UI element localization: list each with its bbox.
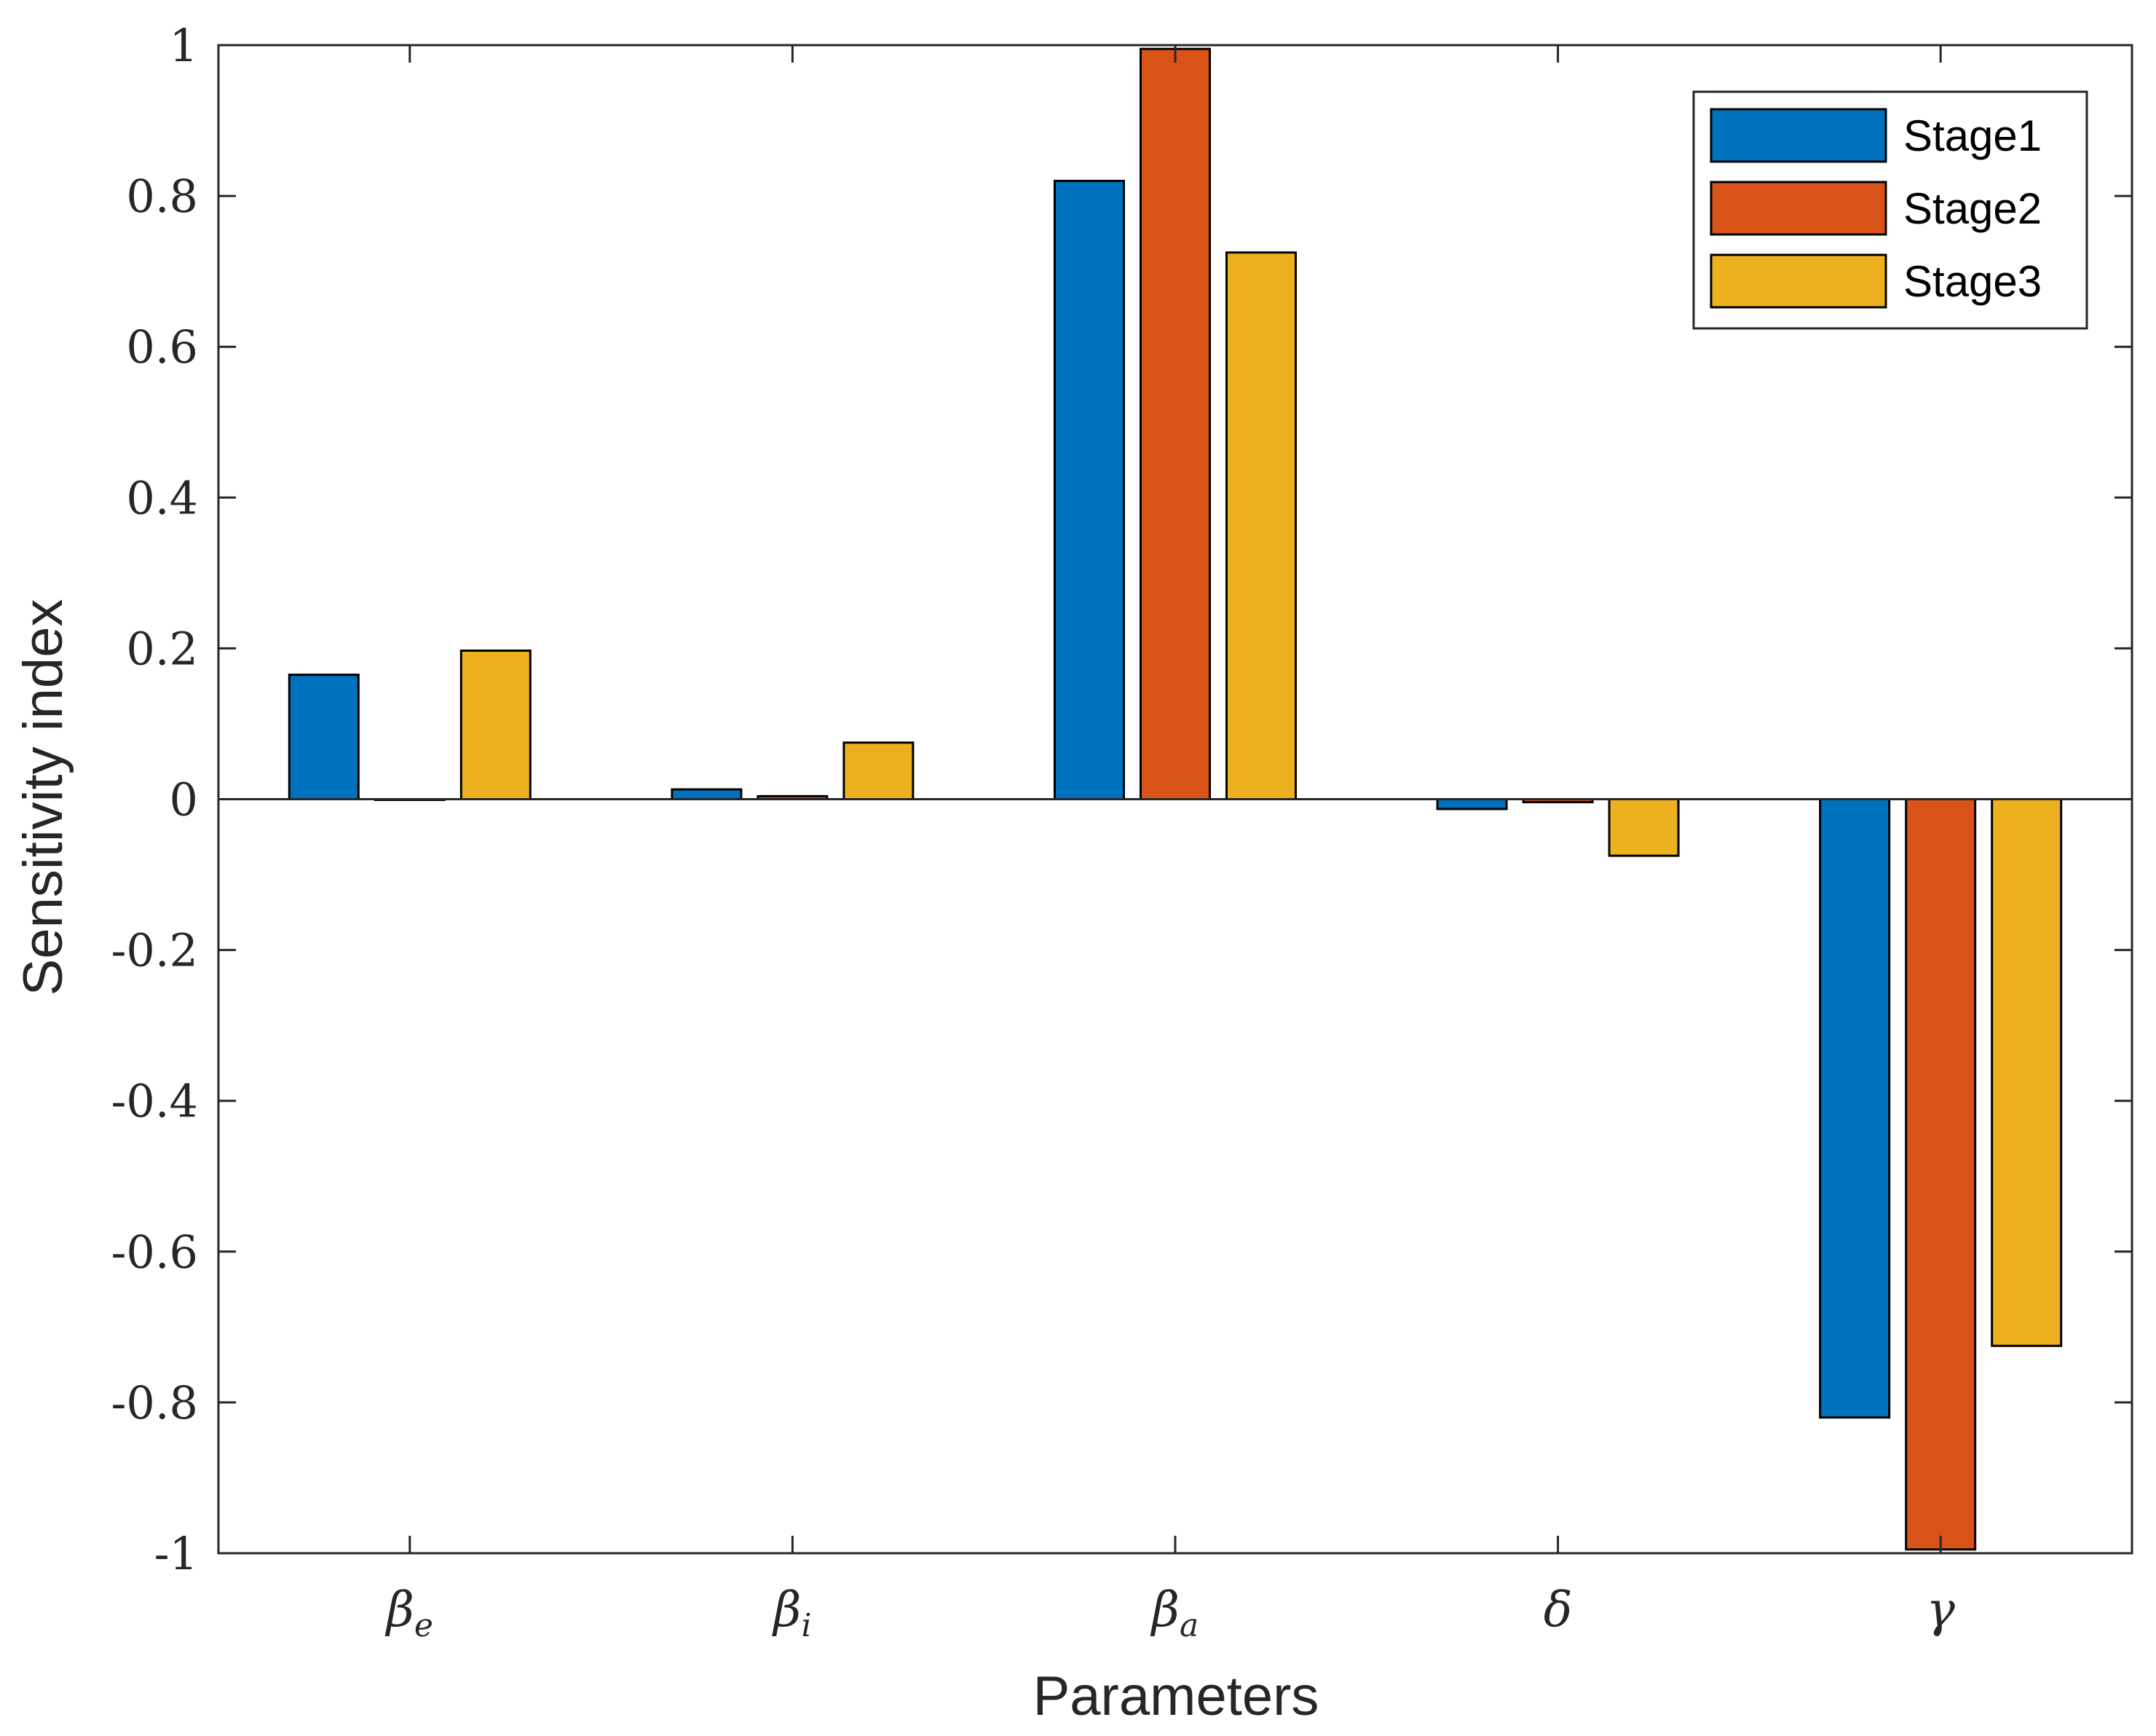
- legend-swatch-stage3: [1710, 253, 1887, 309]
- bar-stage3-3: [1608, 798, 1680, 857]
- x-tick-label-3: δ: [1544, 1582, 1573, 1638]
- bar-stage2-2: [1140, 47, 1211, 801]
- bar-stage3-1: [842, 741, 915, 801]
- y-tick-label-8: 0.6: [126, 320, 198, 374]
- y-tick-label-1: -0.8: [111, 1376, 198, 1429]
- y-tick-label-4: -0.2: [111, 924, 198, 977]
- bar-stage1-1: [671, 788, 743, 800]
- y-tick-label-3: -0.4: [111, 1075, 198, 1128]
- y-tick-label-10: 1: [170, 19, 198, 72]
- bar-stage1-3: [1436, 798, 1508, 810]
- x-axis-title: Parameters: [1033, 1665, 1319, 1727]
- bar-stage1-0: [288, 674, 360, 801]
- legend-label-stage1: Stage1: [1903, 111, 2042, 160]
- legend: Stage1 Stage2 Stage3: [1692, 90, 2088, 330]
- legend-swatch-stage1: [1710, 108, 1887, 163]
- legend-label-stage3: Stage3: [1903, 257, 2042, 306]
- labels-group: Parameters Sensitivity index: [12, 599, 1319, 1727]
- bar-stage1-4: [1819, 798, 1891, 1419]
- y-tick-label-2: -0.6: [111, 1226, 198, 1279]
- x-tick-label-0: βe: [384, 1582, 433, 1644]
- y-tick-label-0: -1: [154, 1527, 198, 1580]
- y-tick-label-6: 0.2: [126, 622, 198, 675]
- y-tick-label-7: 0.4: [126, 471, 198, 524]
- x-tick-label-2: βa: [1150, 1582, 1199, 1644]
- axes-group: -1 -0.8 -0.6 -0.4 -0.2 0 0.2 0.4 0.6 0.8 1 βe βi βa δ γ: [111, 19, 2133, 1644]
- x-tick-label-1: βi: [771, 1582, 811, 1644]
- bar-stage3-0: [459, 650, 532, 800]
- y-tick-label-5: 0: [170, 773, 198, 826]
- bar-stage3-2: [1225, 251, 1297, 800]
- legend-swatch-stage2: [1710, 181, 1887, 236]
- bar-stage3-4: [1991, 798, 2063, 1347]
- bar-stage1-2: [1054, 179, 1125, 800]
- legend-label-stage2: Stage2: [1903, 184, 2042, 233]
- bars-group: [288, 47, 2063, 1551]
- bar-stage2-4: [1905, 798, 1977, 1551]
- y-axis-title: Sensitivity index: [12, 599, 74, 996]
- x-tick-label-4: γ: [1926, 1582, 1955, 1638]
- y-tick-label-9: 0.8: [126, 170, 198, 223]
